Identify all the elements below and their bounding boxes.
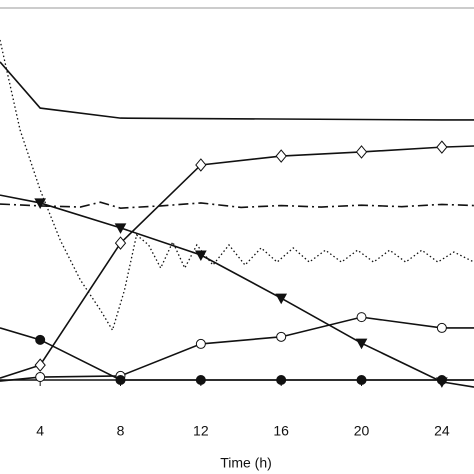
diamond-marker: [114, 236, 127, 250]
circle-marker: [35, 334, 46, 345]
series-line: [0, 201, 474, 209]
series-line: [0, 145, 474, 379]
series-line: [0, 316, 474, 382]
x-tick-label: 24: [434, 423, 450, 439]
circle-marker: [276, 331, 287, 342]
triangle-marker: [114, 223, 127, 234]
series-line: [0, 194, 474, 388]
series-line: [0, 61, 474, 121]
series-line: [0, 39, 474, 332]
circle-marker: [35, 372, 46, 383]
circle-marker: [356, 312, 367, 323]
circle-marker: [195, 375, 206, 385]
triangle-marker: [275, 293, 288, 305]
diamond-marker: [275, 149, 287, 163]
diamond-marker: [355, 145, 368, 159]
circle-marker: [436, 322, 447, 333]
triangle-marker: [34, 198, 47, 209]
x-axis-label: Time (h): [220, 455, 272, 471]
series-line: [0, 327, 474, 381]
circle-marker: [276, 375, 287, 385]
circle-marker: [436, 375, 447, 385]
x-tick-label: 4: [36, 423, 44, 439]
circle-marker: [195, 338, 206, 349]
circle-marker: [115, 375, 126, 385]
diamond-marker: [436, 140, 448, 154]
diamond-marker: [195, 158, 207, 172]
circle-marker: [356, 375, 367, 385]
triangle-marker: [194, 250, 207, 262]
x-tick-label: 16: [273, 423, 289, 439]
triangle-marker: [355, 338, 368, 350]
x-tick-label: 20: [354, 423, 370, 439]
x-tick-label: 12: [193, 423, 209, 439]
x-tick-label: 8: [117, 423, 125, 439]
diamond-marker: [34, 358, 46, 372]
